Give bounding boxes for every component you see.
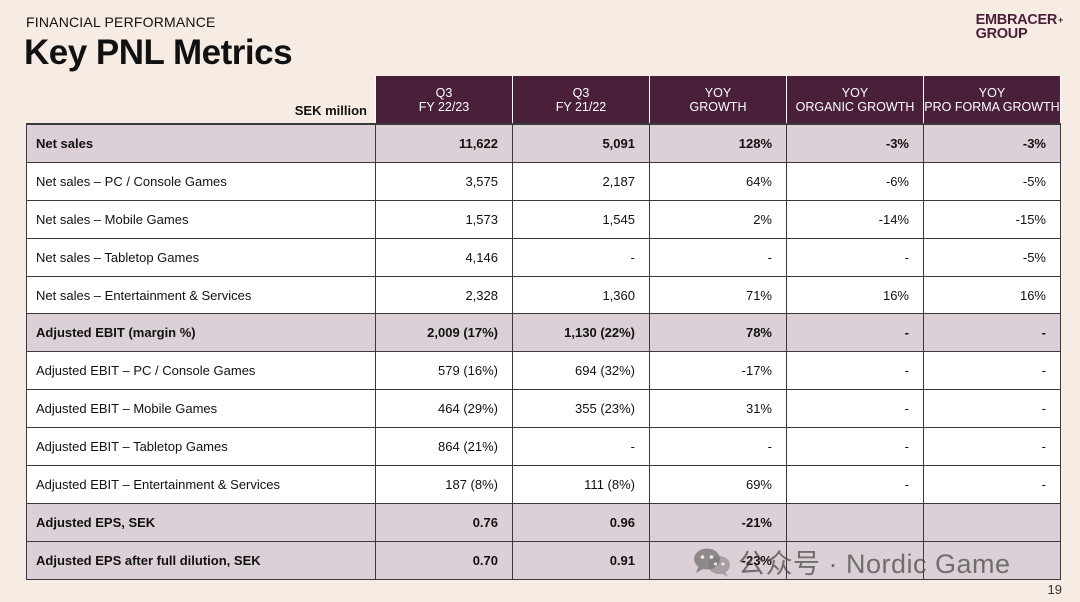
table-cell: - (786, 237, 924, 277)
table-cell: - (649, 427, 787, 467)
table-cell: 2,187 (512, 161, 650, 201)
table-row: Net sales – Mobile Games 1,573 1,545 2% -14%… (26, 199, 1061, 239)
table-cell: - (923, 313, 1061, 353)
logo-text-line2: GROUP (975, 26, 1028, 42)
table-row: Adjusted EBIT – Tabletop Games 864 (21%) -… (26, 427, 1061, 467)
table-cell: - (512, 237, 650, 277)
row-label: Adjusted EBIT – Tabletop Games (26, 427, 376, 467)
table-cell: 71% (649, 275, 787, 315)
table-row: Adjusted EBIT – Entertainment & Services… (26, 465, 1061, 504)
table-cell: - (786, 465, 924, 504)
page-title: Key PNL Metrics (24, 33, 293, 72)
row-label: Adjusted EPS after full dilution, SEK (26, 540, 376, 580)
row-label: Net sales – Mobile Games (26, 199, 376, 239)
logo-plus-icon: + (1058, 15, 1063, 25)
table-cell: 128% (649, 122, 787, 163)
table-row: Net sales – Entertainment & Services 2,32… (26, 275, 1061, 315)
table-row: Adjusted EBIT (margin %) 2,009 (17%) 1,130… (26, 313, 1061, 353)
unit-label: SEK million (294, 103, 367, 118)
table-cell: -3% (923, 122, 1061, 163)
table-cell: 864 (21%) (375, 427, 513, 467)
table-row: Adjusted EBIT – PC / Console Games 579 (1… (26, 351, 1061, 391)
table-cell: 16% (923, 275, 1061, 315)
table-cell (786, 502, 924, 542)
table-cell: 4,146 (375, 237, 513, 277)
table-cell: 11,622 (375, 122, 513, 163)
table-cell: - (649, 237, 787, 277)
pnl-metrics-table: SEK million Q3 FY 22/23 Q3 FY 21/22 YOY GRO… (26, 76, 1061, 580)
row-label: Adjusted EBIT – PC / Console Games (26, 351, 376, 391)
table-row: Adjusted EBIT – Mobile Games 464 (29%) 355… (26, 389, 1061, 429)
table-row: Net sales – Tabletop Games 4,146- - - -5% (26, 237, 1061, 277)
table-cell: 2,328 (375, 275, 513, 315)
column-header: Q3 FY 21/22 (512, 76, 650, 124)
table-cell: - (923, 389, 1061, 429)
row-label: Adjusted EBIT (margin %) (26, 313, 376, 353)
row-label: Adjusted EBIT – Mobile Games (26, 389, 376, 429)
table-cell: - (923, 351, 1061, 391)
row-label: Adjusted EBIT – Entertainment & Services (26, 465, 376, 504)
section-eyebrow: FINANCIAL PERFORMANCE (26, 14, 216, 30)
row-label: Net sales – Entertainment & Services (26, 275, 376, 315)
table-cell (923, 540, 1061, 580)
table-cell: -6% (786, 161, 924, 201)
column-header: YOY PRO FORMA GROWTH (923, 76, 1061, 124)
row-label: Net sales – PC / Console Games (26, 161, 376, 201)
table-cell: 579 (16%) (375, 351, 513, 391)
table-cell: 78% (649, 313, 787, 353)
table-cell: -5% (923, 161, 1061, 201)
table-cell: - (923, 427, 1061, 467)
table-cell: -21% (649, 502, 787, 542)
table-cell: -17% (649, 351, 787, 391)
row-label: Net sales – Tabletop Games (26, 237, 376, 277)
table-cell: 0.70 (375, 540, 513, 580)
table-cell: 187 (8%) (375, 465, 513, 504)
table-cell: 31% (649, 389, 787, 429)
table-cell: - (786, 313, 924, 353)
company-logo: EMBRACER+ GROUP (975, 12, 1064, 42)
table-cell: - (512, 427, 650, 467)
table-cell: 1,573 (375, 199, 513, 239)
table-cell: 355 (23%) (512, 389, 650, 429)
table-cell: 111 (8%) (512, 465, 650, 504)
table-cell: -3% (786, 122, 924, 163)
page-number: 19 (1047, 582, 1062, 597)
table-cell: 0.76 (375, 502, 513, 542)
table-cell: 16% (786, 275, 924, 315)
table-cell: -23% (649, 540, 787, 580)
table-cell: 2% (649, 199, 787, 239)
table-row: Adjusted EPS after full dilution, SEK 0.7… (26, 540, 1061, 580)
table-cell: 5,091 (512, 122, 650, 163)
table-cell: 3,575 (375, 161, 513, 201)
table-row: Adjusted EPS, SEK 0.76 0.96 -21% (26, 502, 1061, 542)
table-cell: 1,545 (512, 199, 650, 239)
table-cell: 64% (649, 161, 787, 201)
table-cell: 2,009 (17%) (375, 313, 513, 353)
row-label: Net sales (26, 122, 376, 163)
table-cell: 69% (649, 465, 787, 504)
table-cell: 1,130 (22%) (512, 313, 650, 353)
table-row: Net sales 11,622 5,091 128% -3% -3% (26, 122, 1061, 163)
table-row: Net sales – PC / Console Games 3,575 2,187… (26, 161, 1061, 201)
table-header-row: SEK million Q3 FY 22/23 Q3 FY 21/22 YOY GRO… (27, 76, 1061, 124)
table-cell: - (786, 427, 924, 467)
table-cell: -15% (923, 199, 1061, 239)
table-cell: -14% (786, 199, 924, 239)
table-cell: 464 (29%) (375, 389, 513, 429)
column-header: YOY GROWTH (649, 76, 787, 124)
table-cell: 0.96 (512, 502, 650, 542)
table-cell: -5% (923, 237, 1061, 277)
table-cell: 0.91 (512, 540, 650, 580)
table-cell (923, 502, 1061, 542)
table-cell: 1,360 (512, 275, 650, 315)
table-cell: - (786, 389, 924, 429)
column-header: YOY ORGANIC GROWTH (786, 76, 924, 124)
column-header: Q3 FY 22/23 (375, 76, 513, 124)
logo-text-line1: EMBRACER (975, 12, 1058, 28)
table-cell: 694 (32%) (512, 351, 650, 391)
table-cell (786, 540, 924, 580)
row-label: Adjusted EPS, SEK (26, 502, 376, 542)
table-cell: - (923, 465, 1061, 504)
table-cell: - (786, 351, 924, 391)
